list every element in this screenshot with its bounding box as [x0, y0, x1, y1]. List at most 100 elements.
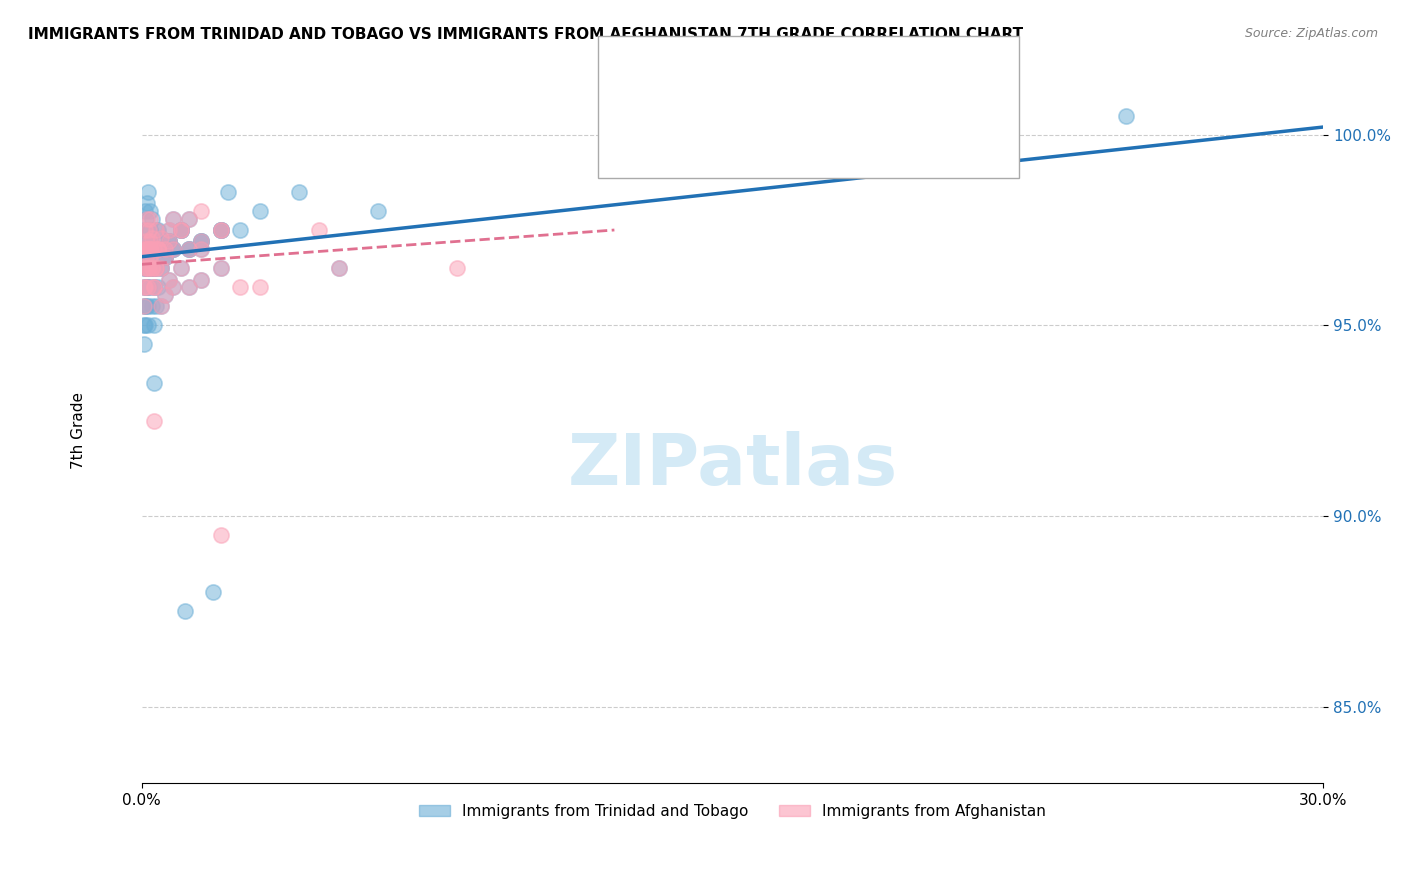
Point [134, 280, 156, 294]
Point [145, 261, 167, 276]
Point [446, 261, 468, 276]
Point [138, 261, 160, 276]
Point [141, 242, 163, 256]
Point [138, 223, 160, 237]
Text: R = 0.126   N = 68: R = 0.126 N = 68 [675, 120, 845, 138]
Point [217, 185, 239, 199]
Point [135, 250, 157, 264]
Point [157, 272, 180, 286]
Point [190, 242, 212, 256]
Point [170, 223, 193, 237]
Point [141, 230, 163, 244]
Point [134, 318, 156, 333]
Point [146, 242, 169, 256]
Point [146, 242, 169, 256]
Point [139, 223, 162, 237]
Point [190, 272, 212, 286]
Point [177, 242, 200, 256]
Point [132, 318, 155, 333]
Point [139, 235, 162, 249]
Point [142, 235, 165, 249]
Point [209, 223, 232, 237]
Point [162, 211, 184, 226]
Point [155, 288, 177, 302]
Point [209, 223, 232, 237]
Point [136, 242, 159, 256]
Point [138, 261, 160, 276]
Point [162, 211, 184, 226]
Point [145, 261, 167, 276]
Point [174, 604, 197, 618]
Point [138, 250, 160, 264]
Point [177, 242, 200, 256]
Point [177, 280, 200, 294]
Point [141, 261, 163, 276]
Point [135, 211, 157, 226]
Point [150, 261, 173, 276]
Point [155, 250, 177, 264]
Point [134, 223, 156, 237]
Point [142, 376, 165, 390]
Point [170, 261, 193, 276]
Point [135, 235, 157, 249]
Point [146, 242, 169, 256]
Point [367, 203, 389, 218]
Point [145, 223, 167, 237]
Point [141, 261, 163, 276]
Point [1115, 109, 1137, 123]
Point [132, 223, 155, 237]
Point [157, 235, 180, 249]
Point [288, 185, 311, 199]
Point [135, 261, 157, 276]
Text: R = 0.265   N = 114: R = 0.265 N = 114 [675, 71, 856, 89]
Point [157, 272, 180, 286]
Point [162, 242, 184, 256]
Point [190, 235, 212, 249]
Point [141, 261, 163, 276]
Point [170, 223, 193, 237]
Point [139, 223, 162, 237]
Point [139, 235, 162, 249]
Point [209, 261, 232, 276]
Point [146, 242, 169, 256]
Point [155, 242, 177, 256]
Point [139, 242, 162, 256]
Point [142, 261, 165, 276]
Point [157, 223, 180, 237]
Text: Source: ZipAtlas.com: Source: ZipAtlas.com [1244, 27, 1378, 40]
Point [155, 250, 177, 264]
Point [190, 235, 212, 249]
Point [135, 223, 157, 237]
Point [135, 299, 157, 313]
Point [209, 528, 232, 542]
Point [190, 242, 212, 256]
Point [145, 261, 167, 276]
Point [132, 280, 155, 294]
Point [170, 223, 193, 237]
Point [135, 242, 157, 256]
Point [170, 223, 193, 237]
Point [136, 261, 159, 276]
Y-axis label: 7th Grade: 7th Grade [72, 392, 86, 468]
Point [145, 261, 167, 276]
Point [139, 242, 162, 256]
Point [142, 280, 165, 294]
Point [145, 223, 167, 237]
Point [141, 211, 163, 226]
Point [135, 261, 157, 276]
Point [134, 261, 156, 276]
Point [157, 223, 180, 237]
Point [155, 250, 177, 264]
Point [136, 280, 159, 294]
Point [150, 230, 173, 244]
Point [209, 223, 232, 237]
Point [146, 223, 169, 237]
Point [132, 242, 155, 256]
Point [249, 203, 271, 218]
Point [142, 280, 165, 294]
Point [135, 242, 157, 256]
Point [170, 223, 193, 237]
Point [162, 280, 184, 294]
Point [162, 280, 184, 294]
Legend: Immigrants from Trinidad and Tobago, Immigrants from Afghanistan: Immigrants from Trinidad and Tobago, Imm… [413, 797, 1052, 825]
